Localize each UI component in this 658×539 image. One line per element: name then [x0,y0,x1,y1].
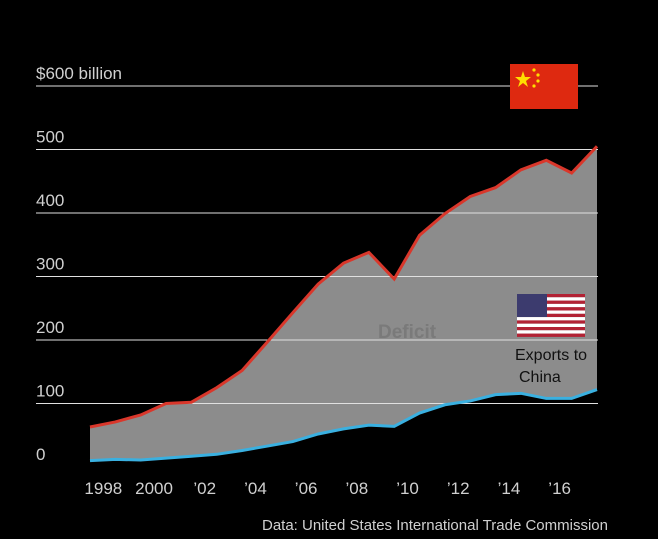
x-tick-label: 2000 [135,479,173,498]
flag-stripe [517,294,585,298]
flag-star [532,68,536,72]
flag-stripe [517,297,585,301]
area-label: Deficit [378,322,437,343]
flag-stripe [517,313,585,318]
flag-stripe [517,333,585,337]
x-tick-label: ’06 [295,479,318,498]
flag-stripe [517,303,585,308]
series-line [89,388,598,463]
flag-stripe [517,327,585,331]
flag-stripe [517,307,585,311]
flag-star [536,73,540,77]
x-tick-label: 1998 [84,479,122,498]
flag-stripe [517,320,585,324]
x-tick-label: ’04 [244,479,267,498]
x-tick-label: ’16 [548,479,571,498]
x-tick-label: ’02 [193,479,216,498]
flag-field [510,64,578,109]
y-tick-label: 200 [36,318,64,337]
deficit-area [90,146,597,461]
x-tick-label: ’14 [498,479,521,498]
flag-stripe [517,300,585,304]
flag-stripe [517,317,585,321]
y-tick-label: 0 [36,445,45,464]
flag-star [536,79,540,83]
annotation: China [519,369,561,386]
y-tick-label: $600 billion [36,64,122,83]
flag-stripe [517,323,585,327]
x-tick-label: ’08 [346,479,369,498]
flag-stripe [517,330,585,334]
y-tick-label: 300 [36,255,64,274]
source: Data: United States International Trade … [262,517,608,534]
flag-star [515,71,531,87]
y-tick-label: 500 [36,128,64,147]
flag-stripe [517,310,585,314]
flag-star [532,84,536,88]
flag-canton [517,294,547,317]
series-line [89,145,599,429]
us-flag [517,294,585,337]
x-tick-label: ’10 [396,479,419,498]
x-tick-label: ’12 [447,479,470,498]
annotation: Exports to [515,347,587,364]
y-tick-label: 100 [36,382,64,401]
china-flag [510,64,578,109]
y-tick-label: 400 [36,191,64,210]
